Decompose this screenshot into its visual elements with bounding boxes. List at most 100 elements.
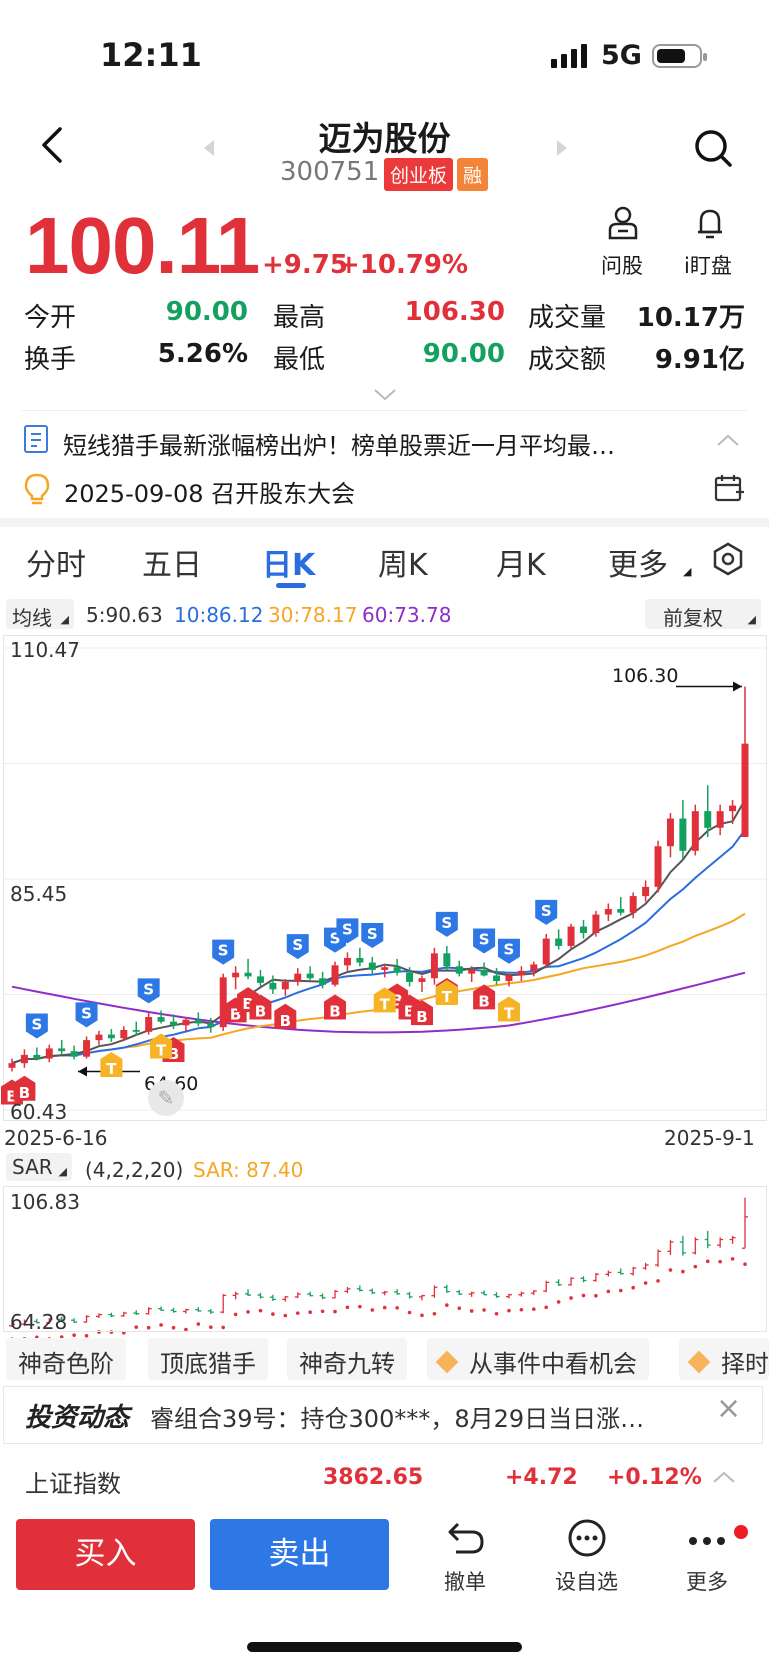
adjust-selector[interactable]: 前复权 ◢ <box>645 599 761 630</box>
svg-text:S: S <box>31 1015 42 1033</box>
ask-stock-label[interactable]: 问股 <box>601 254 643 278</box>
signal-marker-B[interactable]: B <box>410 1000 433 1026</box>
candle-body <box>20 1054 28 1064</box>
invest-news-text[interactable]: 睿组合39号：持仓300***，8月29日当日涨… <box>150 1405 645 1433</box>
search-icon[interactable] <box>693 128 733 168</box>
section-gap <box>0 518 769 527</box>
next-stock-icon[interactable] <box>557 140 567 156</box>
stat-value: 5.26% <box>157 339 248 369</box>
signal-marker-T[interactable]: T <box>435 979 458 1006</box>
expand-chevron-icon[interactable] <box>373 388 397 402</box>
sar-selector[interactable]: SAR ◢ <box>6 1153 72 1181</box>
signal-marker-S[interactable]: S <box>336 918 359 944</box>
signal-marker-B[interactable]: B <box>473 984 496 1010</box>
sar-dot <box>72 1333 76 1337</box>
more-label[interactable]: 更多 <box>686 1570 728 1594</box>
ask-stock-icon[interactable] <box>605 205 641 241</box>
high-annotation: 106.30 <box>612 665 679 687</box>
settings-icon[interactable] <box>711 542 745 576</box>
sar-dot <box>295 1311 300 1315</box>
signal-marker-B[interactable]: B <box>274 1003 297 1030</box>
back-icon[interactable] <box>34 125 74 165</box>
candle-body <box>306 973 314 979</box>
tab-3[interactable]: 周K <box>378 548 428 583</box>
candle-body <box>629 896 637 913</box>
watchlist-label[interactable]: 设自选 <box>555 1570 618 1594</box>
stat-label: 今开 <box>24 303 77 333</box>
sar-dot <box>519 1307 524 1312</box>
sar-dot <box>594 1293 598 1298</box>
prev-stock-icon[interactable] <box>204 140 214 156</box>
signal-marker-S[interactable]: S <box>25 1013 48 1039</box>
tab-1[interactable]: 五日 <box>142 548 202 583</box>
candle-body <box>455 966 463 974</box>
sar-dot <box>457 1306 462 1310</box>
signal-marker-S[interactable]: S <box>286 934 309 960</box>
candle-body <box>493 975 501 982</box>
chip-timing[interactable]: 择时 <box>679 1338 769 1380</box>
invest-news-bar[interactable] <box>3 1386 763 1444</box>
sar-dot <box>681 1269 685 1274</box>
sar-dot <box>469 1309 474 1313</box>
tab-2[interactable]: 日K <box>262 548 316 583</box>
signal-marker-S[interactable]: S <box>497 938 520 964</box>
sar-dot <box>208 1325 213 1329</box>
watch-label[interactable]: i盯盘 <box>684 254 732 278</box>
sar-dot <box>258 1308 263 1313</box>
event-text[interactable]: 2025-09-08 召开股东大会 <box>64 480 356 508</box>
undo-icon[interactable] <box>446 1520 486 1556</box>
sar-dot <box>581 1293 586 1298</box>
sar-dot <box>184 1327 188 1332</box>
signal-icon <box>551 44 587 68</box>
signal-marker-T[interactable]: T <box>150 1033 173 1059</box>
signal-marker-S[interactable]: S <box>473 928 496 954</box>
signal-marker-B[interactable]: B <box>13 1075 36 1102</box>
stock-title: 迈为股份 <box>318 119 451 158</box>
sar-dot <box>395 1306 399 1310</box>
candle-body <box>182 1019 190 1026</box>
chip-nine-turn[interactable]: 神奇九转 <box>287 1338 407 1380</box>
draw-tool-icon[interactable]: ✎ <box>148 1080 184 1116</box>
chat-icon[interactable] <box>567 1518 607 1558</box>
signal-marker-S[interactable]: S <box>137 978 160 1004</box>
sell-button[interactable]: 卖出 <box>210 1519 389 1590</box>
sar-dot <box>283 1313 288 1318</box>
signal-marker-T[interactable]: T <box>373 987 396 1013</box>
signal-marker-S[interactable]: S <box>212 939 235 965</box>
signal-marker-S[interactable]: S <box>535 899 558 925</box>
stat-label: 成交量 <box>528 303 607 333</box>
signal-marker-B[interactable]: B <box>324 994 347 1021</box>
undo-label[interactable]: 撤单 <box>444 1570 486 1594</box>
ma-selector[interactable]: 均线 ◢ <box>6 599 74 630</box>
close-icon[interactable]: × <box>716 1391 742 1426</box>
calendar-add-icon[interactable] <box>714 473 744 503</box>
signal-marker-T[interactable]: T <box>497 996 520 1023</box>
index-expand-icon[interactable] <box>712 1470 736 1484</box>
candle-body <box>70 1051 78 1057</box>
signal-marker-S[interactable]: S <box>361 923 384 949</box>
bell-icon[interactable] <box>692 205 728 241</box>
chip-top-bottom[interactable]: 顶底猎手 <box>148 1338 268 1380</box>
signal-marker-S[interactable]: S <box>435 911 458 937</box>
low-arrow-head <box>78 1066 87 1077</box>
tab-5[interactable]: 更多 <box>608 548 668 583</box>
news-headline[interactable]: 短线猎手最新涨幅榜出炉！榜单股票近一月平均最… <box>63 432 615 460</box>
candle-body <box>33 1054 41 1059</box>
tab-0[interactable]: 分时 <box>26 548 86 583</box>
chip-event-opportunity[interactable]: 从事件中看机会 <box>427 1338 649 1380</box>
more-icon[interactable] <box>688 1525 748 1555</box>
candle-body <box>331 965 339 985</box>
ma10-line <box>11 829 746 1065</box>
svg-text:B: B <box>416 1008 427 1026</box>
buy-button[interactable]: 买入 <box>16 1519 195 1590</box>
svg-text:B: B <box>230 1005 241 1023</box>
sar-chart-frame[interactable] <box>3 1186 767 1332</box>
signal-marker-B[interactable]: B <box>249 994 272 1021</box>
collapse-chevron-icon[interactable] <box>716 433 740 447</box>
signal-marker-S[interactable]: S <box>75 1002 98 1028</box>
tab-4[interactable]: 月K <box>496 548 546 583</box>
kline-chart-frame[interactable] <box>3 635 767 1121</box>
signal-marker-T[interactable]: T <box>100 1051 123 1078</box>
chip-color-scale[interactable]: 神奇色阶 <box>6 1338 126 1380</box>
diamond-icon <box>435 1350 459 1374</box>
